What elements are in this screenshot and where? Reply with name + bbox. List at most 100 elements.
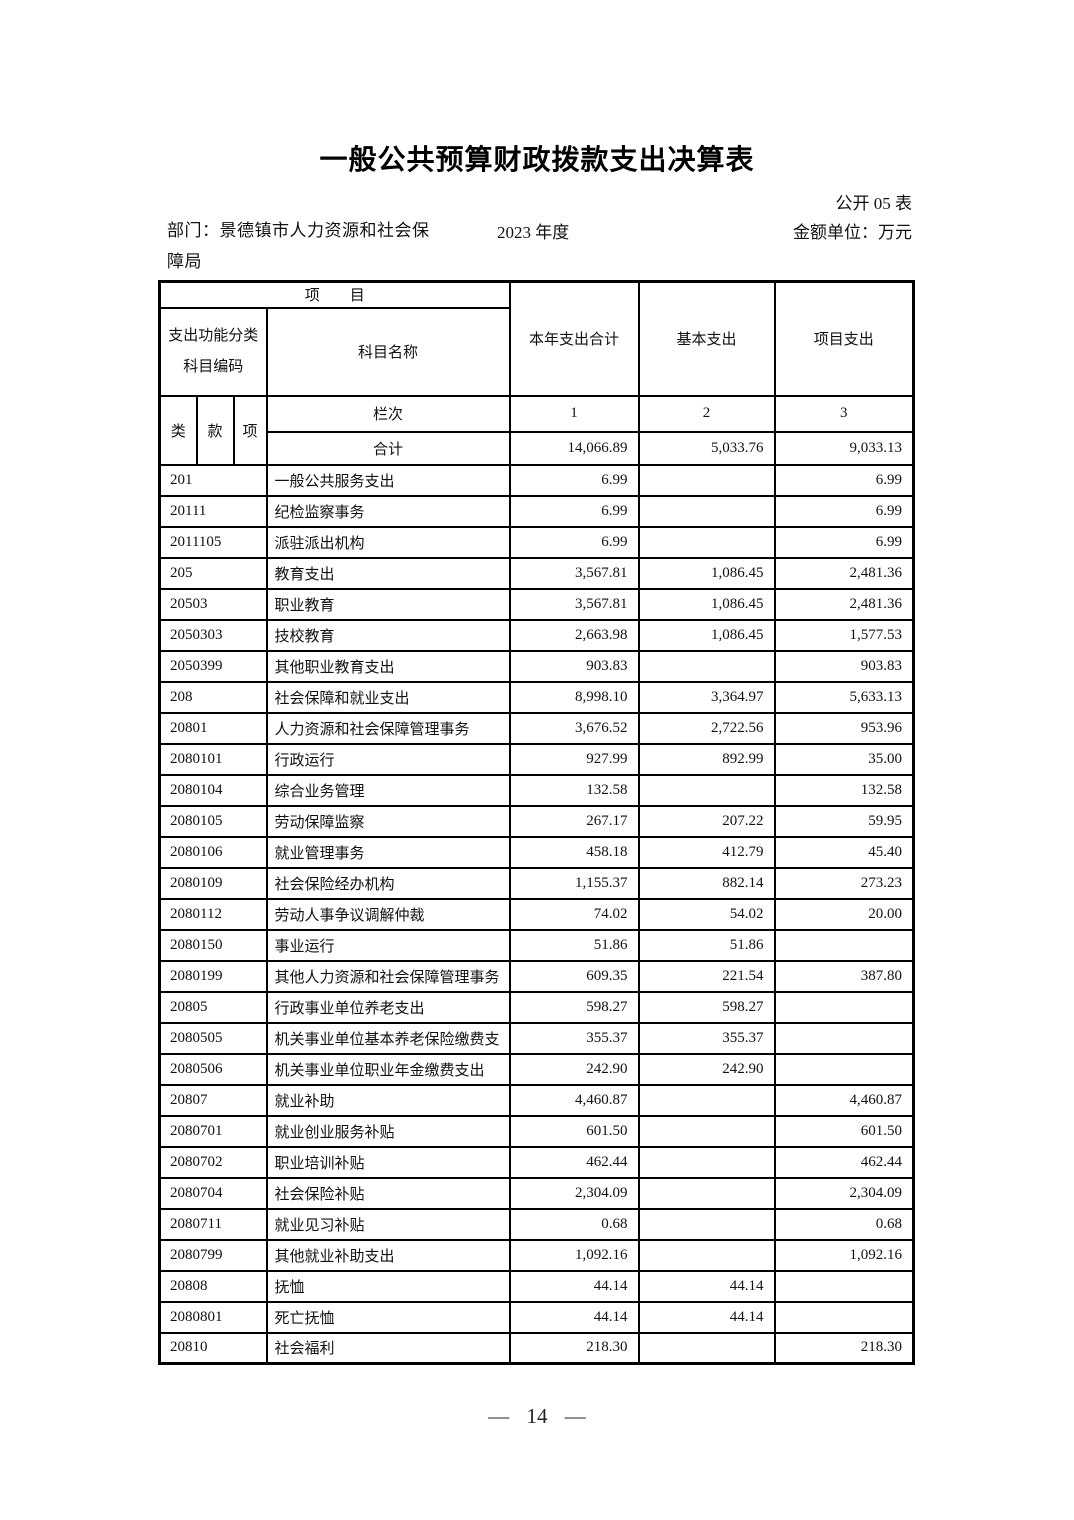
value-cell-basic: 598.27 <box>637 990 776 1024</box>
department-label: 部门：景德镇市人力资源和社会保障局 <box>167 221 430 271</box>
value-cell-total: 267.17 <box>508 804 640 838</box>
value-cell-total: 2,304.09 <box>508 1176 640 1210</box>
name-cell: 抚恤 <box>265 1269 511 1303</box>
name-cell: 社会保险经办机构 <box>265 866 511 900</box>
value-cell-project <box>773 990 915 1024</box>
value-cell-project: 132.58 <box>773 773 915 807</box>
code-cell: 2080104 <box>158 773 268 807</box>
value-cell-basic: 412.79 <box>637 835 776 869</box>
header-index-label: 栏次 <box>265 394 511 433</box>
table-row: 2080106 就业管理事务 458.18 412.79 45.40 <box>158 835 915 869</box>
value-cell-project: 218.30 <box>773 1331 915 1365</box>
name-cell: 机关事业单位基本养老保险缴费支 <box>265 1021 511 1055</box>
code-cell: 20808 <box>158 1269 268 1303</box>
value-cell-total: 6.99 <box>508 494 640 528</box>
page-number: — 14 — <box>488 1404 586 1428</box>
total-value-project: 9,033.13 <box>773 430 915 466</box>
table-row: 2080105 劳动保障监察 267.17 207.22 59.95 <box>158 804 915 838</box>
code-cell: 2080505 <box>158 1021 268 1055</box>
table-row: 20807 就业补助 4,460.87 4,460.87 <box>158 1083 915 1117</box>
name-cell: 劳动人事争议调解仲裁 <box>265 897 511 931</box>
value-cell-project: 5,633.13 <box>773 680 915 714</box>
table-row: 2080701 就业创业服务补贴 601.50 601.50 <box>158 1114 915 1148</box>
name-cell: 就业创业服务补贴 <box>265 1114 511 1148</box>
code-cell: 2080199 <box>158 959 268 993</box>
value-cell-basic: 3,364.97 <box>637 680 776 714</box>
name-cell: 社会保险补贴 <box>265 1176 511 1210</box>
table-code-label: 公开 05 表 <box>835 194 913 213</box>
value-cell-basic <box>637 525 776 559</box>
value-cell-project <box>773 1269 915 1303</box>
value-cell-project: 903.83 <box>773 649 915 683</box>
value-cell-total: 44.14 <box>508 1300 640 1334</box>
header-class: 类 <box>158 394 198 466</box>
value-cell-basic: 1,086.45 <box>637 556 776 590</box>
total-value-basic: 5,033.76 <box>637 430 776 466</box>
value-cell-basic <box>637 1114 776 1148</box>
table-row: 2080104 综合业务管理 132.58 132.58 <box>158 773 915 807</box>
table-row: 2080109 社会保险经办机构 1,155.37 882.14 273.23 <box>158 866 915 900</box>
header-col-basic: 基本支出 <box>637 280 776 397</box>
name-cell: 社会保障和就业支出 <box>265 680 511 714</box>
value-cell-total: 609.35 <box>508 959 640 993</box>
value-cell-total: 3,676.52 <box>508 711 640 745</box>
value-cell-project: 2,481.36 <box>773 587 915 621</box>
value-cell-project: 953.96 <box>773 711 915 745</box>
value-cell-total: 8,998.10 <box>508 680 640 714</box>
name-cell: 就业管理事务 <box>265 835 511 869</box>
value-cell-project: 6.99 <box>773 494 915 528</box>
code-cell: 2080801 <box>158 1300 268 1334</box>
column-index-2: 2 <box>637 394 776 433</box>
header-project: 项 目 <box>158 280 511 309</box>
value-cell-basic: 44.14 <box>637 1300 776 1334</box>
value-cell-basic: 44.14 <box>637 1269 776 1303</box>
code-cell: 2080701 <box>158 1114 268 1148</box>
value-cell-total: 903.83 <box>508 649 640 683</box>
table-row: 2050399 其他职业教育支出 903.83 903.83 <box>158 649 915 683</box>
value-cell-basic <box>637 463 776 497</box>
name-cell: 就业补助 <box>265 1083 511 1117</box>
value-cell-project <box>773 1052 915 1086</box>
value-cell-total: 242.90 <box>508 1052 640 1086</box>
value-cell-project: 387.80 <box>773 959 915 993</box>
name-cell: 其他人力资源和社会保障管理事务 <box>265 959 511 993</box>
code-cell: 2080112 <box>158 897 268 931</box>
table-row: 201 一般公共服务支出 6.99 6.99 <box>158 463 915 497</box>
header-section: 款 <box>195 394 235 466</box>
table-row: 2080702 职业培训补贴 462.44 462.44 <box>158 1145 915 1179</box>
header-row-index: 类 款 项 栏次 1 2 3 <box>158 394 915 466</box>
column-index-1: 1 <box>508 394 640 433</box>
table-row: 2080506 机关事业单位职业年金缴费支出 242.90 242.90 <box>158 1052 915 1086</box>
value-cell-basic: 2,722.56 <box>637 711 776 745</box>
code-cell: 20801 <box>158 711 268 745</box>
value-cell-total: 0.68 <box>508 1207 640 1241</box>
value-cell-total: 927.99 <box>508 742 640 776</box>
name-cell: 事业运行 <box>265 928 511 962</box>
value-cell-basic: 892.99 <box>637 742 776 776</box>
name-cell: 就业见习补贴 <box>265 1207 511 1241</box>
value-cell-basic <box>637 1145 776 1179</box>
table-row: 2050303 技校教育 2,663.98 1,086.45 1,577.53 <box>158 618 915 652</box>
value-cell-basic: 355.37 <box>637 1021 776 1055</box>
value-cell-project: 1,092.16 <box>773 1238 915 1272</box>
name-cell: 行政事业单位养老支出 <box>265 990 511 1024</box>
value-cell-total: 3,567.81 <box>508 587 640 621</box>
name-cell: 劳动保障监察 <box>265 804 511 838</box>
code-cell: 208 <box>158 680 268 714</box>
value-cell-total: 462.44 <box>508 1145 640 1179</box>
header-col-total: 本年支出合计 <box>508 280 640 397</box>
total-label: 合计 <box>265 430 511 466</box>
value-cell-basic: 1,086.45 <box>637 587 776 621</box>
code-cell: 20805 <box>158 990 268 1024</box>
value-cell-total: 598.27 <box>508 990 640 1024</box>
table-row: 2080150 事业运行 51.86 51.86 <box>158 928 915 962</box>
value-cell-basic: 221.54 <box>637 959 776 993</box>
code-cell: 2080105 <box>158 804 268 838</box>
value-cell-total: 218.30 <box>508 1331 640 1365</box>
table-row: 2080801 死亡抚恤 44.14 44.14 <box>158 1300 915 1334</box>
value-cell-basic: 54.02 <box>637 897 776 931</box>
code-cell: 205 <box>158 556 268 590</box>
table-row: 2080505 机关事业单位基本养老保险缴费支 355.37 355.37 <box>158 1021 915 1055</box>
table-row: 20111 纪检监察事务 6.99 6.99 <box>158 494 915 528</box>
